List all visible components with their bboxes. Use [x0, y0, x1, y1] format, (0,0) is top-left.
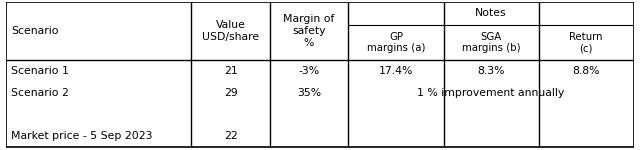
Text: 22: 22	[224, 131, 237, 141]
Text: 21: 21	[224, 66, 237, 76]
Text: 17.4%: 17.4%	[379, 66, 413, 76]
Text: Return
(c): Return (c)	[570, 32, 603, 53]
Text: -3%: -3%	[298, 66, 319, 76]
Text: Margin of
safety
%: Margin of safety %	[284, 14, 335, 48]
Text: 29: 29	[224, 88, 237, 98]
Text: Notes: Notes	[475, 8, 507, 18]
Text: Value
USD/share: Value USD/share	[202, 20, 259, 42]
Text: Scenario: Scenario	[12, 26, 59, 36]
Text: Market price - 5 Sep 2023: Market price - 5 Sep 2023	[12, 131, 153, 141]
Text: Scenario 1: Scenario 1	[12, 66, 69, 76]
Text: Scenario 2: Scenario 2	[12, 88, 69, 98]
Text: 1 % improvement annually: 1 % improvement annually	[417, 88, 564, 98]
Text: SGA
margins (b): SGA margins (b)	[462, 32, 520, 53]
Text: 35%: 35%	[297, 88, 321, 98]
Text: 8.3%: 8.3%	[477, 66, 505, 76]
Text: GP
margins (a): GP margins (a)	[367, 32, 425, 53]
Text: 8.8%: 8.8%	[573, 66, 600, 76]
